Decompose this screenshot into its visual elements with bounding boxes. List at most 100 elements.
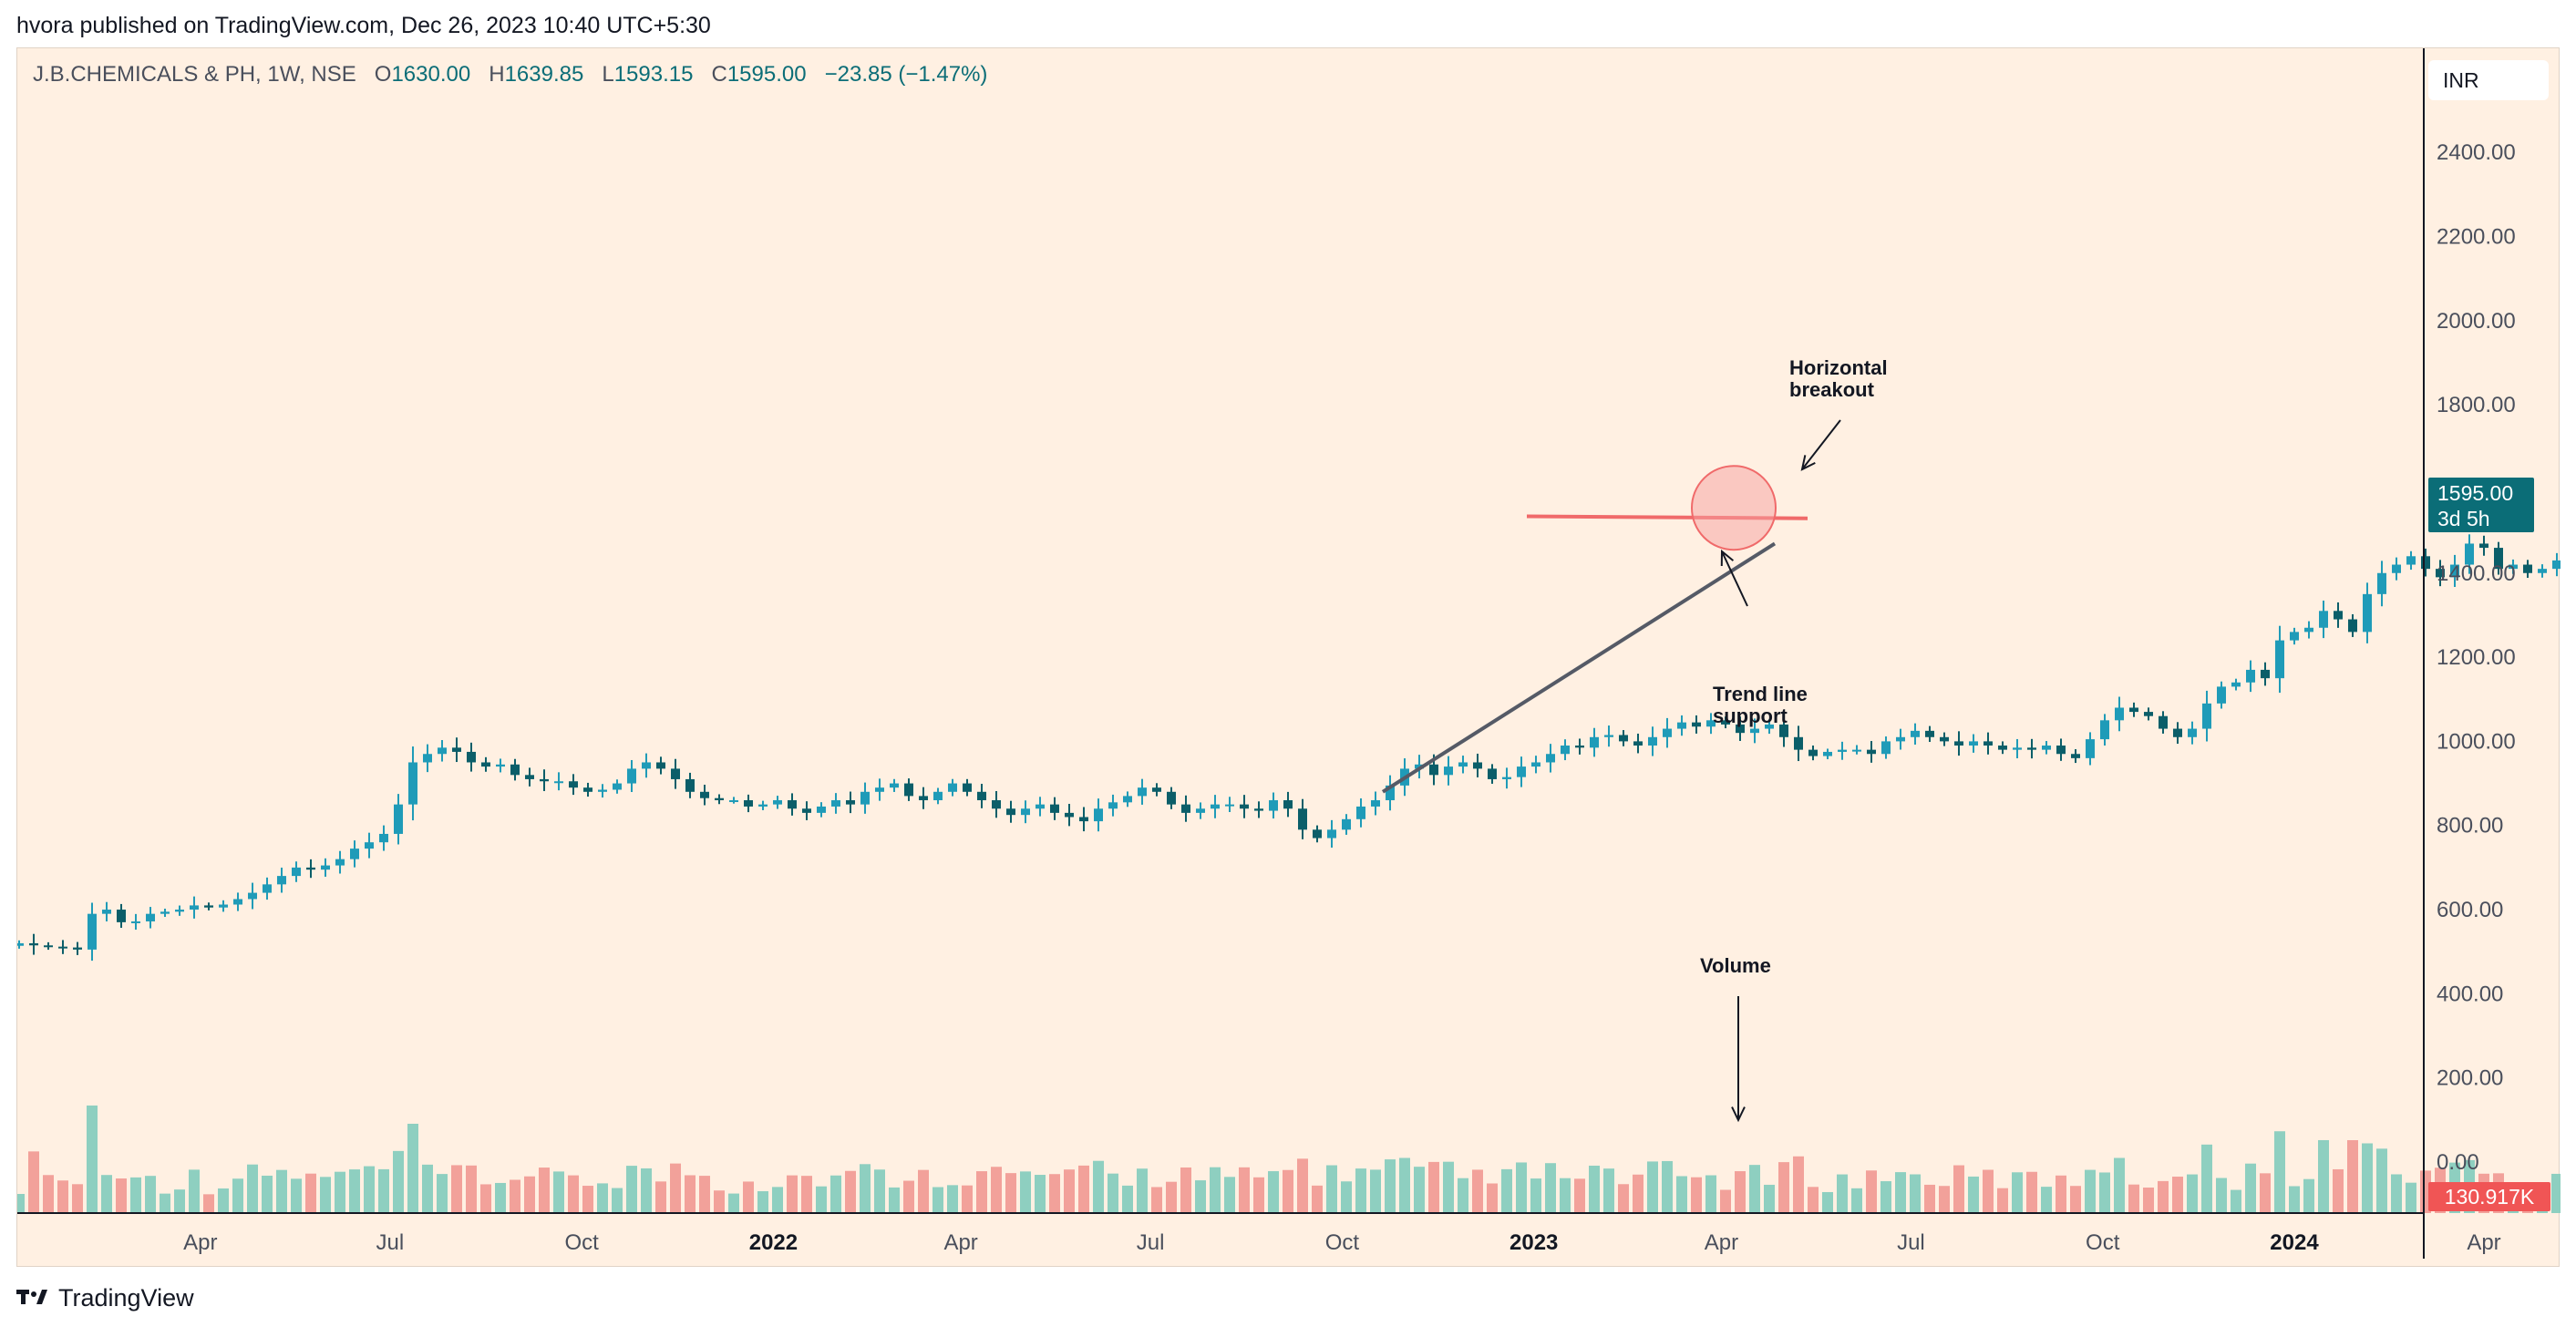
candle-body: [408, 762, 417, 805]
time-tick-label: Oct: [1325, 1230, 1360, 1255]
candle: [335, 850, 345, 874]
candle: [496, 758, 505, 773]
volume-bar: [247, 1164, 258, 1213]
high-value: 1639.85: [504, 62, 584, 87]
candle-body: [175, 910, 184, 912]
candle: [1867, 741, 1876, 763]
volume-bar: [2143, 1188, 2154, 1213]
candle-body: [1429, 764, 1438, 776]
candle-body: [467, 751, 476, 763]
candle: [1167, 787, 1176, 809]
volume-bar: [1880, 1181, 1891, 1213]
candle: [1604, 725, 1613, 747]
candle-body: [2144, 712, 2153, 716]
volume-bar: [976, 1171, 987, 1213]
volume-bar: [685, 1175, 696, 1213]
volume-bar: [466, 1165, 477, 1213]
candle-body: [2159, 715, 2168, 729]
currency-button[interactable]: INR: [2428, 60, 2549, 100]
candle-body: [292, 867, 301, 877]
symbol-label[interactable]: J.B.CHEMICALS & PH, 1W, NSE: [33, 62, 356, 87]
candle-body: [2290, 632, 2299, 641]
candle: [233, 892, 242, 911]
candle: [860, 782, 870, 814]
candle: [117, 903, 126, 929]
candle: [788, 793, 797, 816]
volume-bar: [1778, 1162, 1789, 1213]
candle: [583, 782, 592, 797]
candle-body: [744, 800, 753, 807]
candle: [277, 867, 286, 893]
volume-bar: [160, 1193, 170, 1213]
candle: [1006, 800, 1015, 823]
volume-bar: [1195, 1180, 1206, 1213]
candle: [1036, 797, 1045, 817]
candle: [1298, 798, 1307, 839]
volume-bar: [2099, 1172, 2110, 1213]
candle-body: [846, 800, 855, 805]
candle: [102, 901, 111, 921]
volume-bar: [407, 1124, 418, 1213]
candle-body: [554, 781, 563, 784]
candle: [1517, 756, 1526, 787]
candle: [1736, 716, 1745, 741]
time-tick-label: Jul: [1897, 1230, 1925, 1255]
candle: [1794, 725, 1803, 762]
candle-body: [1546, 754, 1555, 763]
candle-body: [17, 942, 24, 946]
tradingview-logo-icon[interactable]: [16, 1284, 49, 1312]
candle-body: [2188, 728, 2197, 737]
candle: [452, 737, 461, 763]
volume-bar: [1997, 1188, 2008, 1213]
volume-bar: [262, 1175, 273, 1213]
candle: [438, 740, 447, 762]
brand-name[interactable]: TradingView: [58, 1283, 194, 1312]
candle-body: [642, 762, 651, 769]
candle-body: [1896, 736, 1905, 742]
volume-bar: [1560, 1178, 1571, 1213]
candle-body: [277, 876, 286, 885]
candle-body: [1940, 736, 1949, 742]
candle: [831, 793, 840, 814]
candle: [1342, 814, 1351, 835]
candle: [1313, 825, 1322, 843]
candle-body: [1998, 746, 2007, 750]
time-tick-label: Apr: [943, 1230, 977, 1255]
volume-bar: [1166, 1181, 1177, 1213]
volume-bar: [568, 1175, 579, 1213]
candle: [2363, 582, 2372, 643]
volume-bar: [714, 1190, 725, 1213]
candle-body: [2479, 543, 2488, 549]
candle-body: [394, 804, 403, 834]
candle-body: [1181, 804, 1190, 813]
candle-body: [1021, 808, 1030, 816]
volume-bar: [17, 1194, 25, 1213]
candle: [1196, 802, 1205, 819]
candle-body: [1561, 746, 1570, 755]
candle-body: [350, 849, 359, 859]
volume-bar: [524, 1176, 535, 1213]
candle: [1356, 797, 1365, 828]
volume-bar: [1603, 1168, 1614, 1213]
candle-body: [423, 754, 432, 763]
candle-body: [1152, 787, 1161, 792]
volume-bar: [553, 1171, 564, 1213]
candle-body: [992, 800, 1001, 809]
candle: [1765, 719, 1774, 735]
candle: [1838, 741, 1847, 760]
candle-body: [1765, 724, 1774, 729]
volume-bar: [2012, 1172, 2023, 1213]
candle-body: [1298, 808, 1307, 830]
candle: [613, 779, 622, 794]
chart-frame[interactable]: Horizontal breakout Trend line support Volum…: [16, 47, 2561, 1268]
candle-body: [1692, 722, 1701, 727]
candle-body: [773, 800, 782, 805]
volume-bar: [174, 1189, 185, 1213]
candle: [248, 882, 257, 910]
support-arrow-head: [1720, 549, 1735, 567]
candle-body: [2261, 669, 2270, 679]
volume-bar: [320, 1177, 331, 1213]
candle-body: [2523, 564, 2532, 573]
volume-bar: [145, 1176, 156, 1213]
